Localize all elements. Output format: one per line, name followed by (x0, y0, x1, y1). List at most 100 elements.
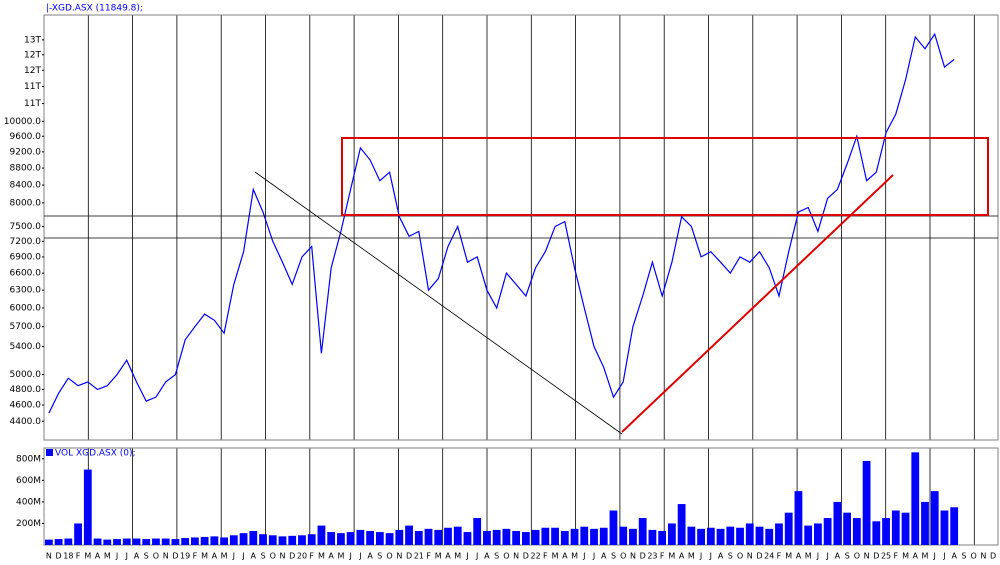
volume-bar (716, 528, 725, 545)
x-tick-label: N (163, 552, 169, 561)
y-tick-label: 4400.0 (10, 417, 42, 427)
x-tick-label: M (902, 552, 909, 561)
volume-bar (483, 530, 491, 545)
volume-bar (852, 518, 861, 545)
x-tick-label: D (523, 552, 529, 561)
x-tick-label: J (825, 552, 828, 561)
volume-bar (385, 533, 394, 545)
volume-bar (570, 528, 579, 545)
volume-bar (872, 521, 881, 545)
volume-bar (580, 526, 589, 545)
x-tick-label: S (611, 552, 616, 561)
volume-bar (706, 527, 715, 545)
x-tick-label: D (873, 552, 879, 561)
volume-bar (444, 527, 452, 545)
volume-bar (473, 518, 482, 545)
x-tick-label: A (601, 552, 607, 561)
volume-bar (502, 528, 511, 545)
volume-bar (629, 528, 637, 545)
x-tick-label: M (571, 552, 578, 561)
volume-bar (599, 527, 608, 545)
volume-bar (337, 533, 345, 545)
volume-bar (414, 530, 423, 545)
volume-bar (882, 518, 890, 545)
y-tick-label: 400M (16, 497, 41, 507)
volume-bar (298, 535, 306, 545)
x-tick-label: 21 (414, 552, 424, 561)
volume-bar (667, 523, 676, 545)
y-tick-label: 11T (24, 99, 41, 109)
x-tick-label: N (630, 552, 636, 561)
x-tick-label: 24 (764, 552, 774, 561)
x-tick-label: O (971, 552, 977, 561)
volume-bar (794, 491, 803, 545)
x-tick-label: O (854, 552, 860, 561)
x-tick-label: S (144, 552, 149, 561)
annotations (44, 137, 998, 435)
x-tick-label: D (172, 552, 178, 561)
y-tick-label: 5400.0 (10, 342, 42, 352)
chart-title: |-XGD.ASX (11849.8); (46, 4, 143, 14)
y-tick-label: 5700.0 (10, 322, 42, 332)
y-tick-label: 4600.0 (10, 401, 42, 411)
x-tick-label: A (95, 552, 101, 561)
volume-bar (366, 530, 375, 545)
x-tick-label: D (406, 552, 412, 561)
x-tick-label: F (543, 552, 548, 561)
y-tick-label: 6900.0 (10, 252, 42, 262)
price-line (48, 32, 955, 414)
volume-bar (911, 452, 920, 545)
volume-bar (648, 529, 657, 545)
y-tick-label: 6600.0 (10, 269, 42, 279)
x-tick-label: N (747, 552, 753, 561)
x-tick-label: A (445, 552, 451, 561)
volume-bar (950, 507, 959, 545)
volume-bar (44, 539, 53, 545)
x-tick-label: A (951, 552, 957, 561)
x-tick-label: J (475, 552, 478, 561)
price-layer (48, 32, 955, 414)
volume-bar (434, 529, 443, 545)
volume-bar (317, 525, 326, 545)
x-tick-label: 18 (63, 552, 73, 561)
x-tick-label: J (582, 552, 585, 561)
y-tick-label: 8000.0 (10, 198, 42, 208)
volume-bar (619, 526, 628, 545)
x-tick-label: A (328, 552, 334, 561)
x-tick-label: J (592, 552, 595, 561)
x-tick-label: J (232, 552, 235, 561)
volume-bar (122, 538, 131, 545)
volume-bar (531, 529, 540, 545)
volume-bar (181, 537, 190, 545)
volume-bar (54, 539, 63, 545)
x-tick-label: 23 (647, 552, 657, 561)
x-tick-label: S (728, 552, 733, 561)
x-tick-label: M (337, 552, 344, 561)
x-tick-label: J (465, 552, 468, 561)
volume-bar (424, 528, 433, 545)
volume-bar (375, 532, 384, 545)
volume-bar (463, 532, 472, 545)
volume-bar (833, 501, 842, 545)
volume-bar (142, 539, 151, 545)
y-tick-label: 13T (24, 35, 41, 45)
x-tick-label: J (115, 552, 118, 561)
x-tick-label: M (688, 552, 695, 561)
volume-bar (229, 535, 238, 545)
volume-bar (697, 528, 705, 545)
volume-bar (891, 510, 900, 545)
volume-bar (83, 469, 92, 545)
y-tick-label: 9600.0 (10, 132, 42, 142)
x-tick-label: S (260, 552, 265, 561)
volume-bar (249, 530, 258, 545)
x-tick-label: O (503, 552, 509, 561)
x-tick-label: M (104, 552, 111, 561)
x-tick-label: N (513, 552, 519, 561)
x-tick-label: D (289, 552, 295, 561)
x-tick-label: N (864, 552, 870, 561)
x-tick-label: F (893, 552, 898, 561)
volume-bar (940, 510, 949, 545)
x-tick-label: 19 (180, 552, 190, 561)
